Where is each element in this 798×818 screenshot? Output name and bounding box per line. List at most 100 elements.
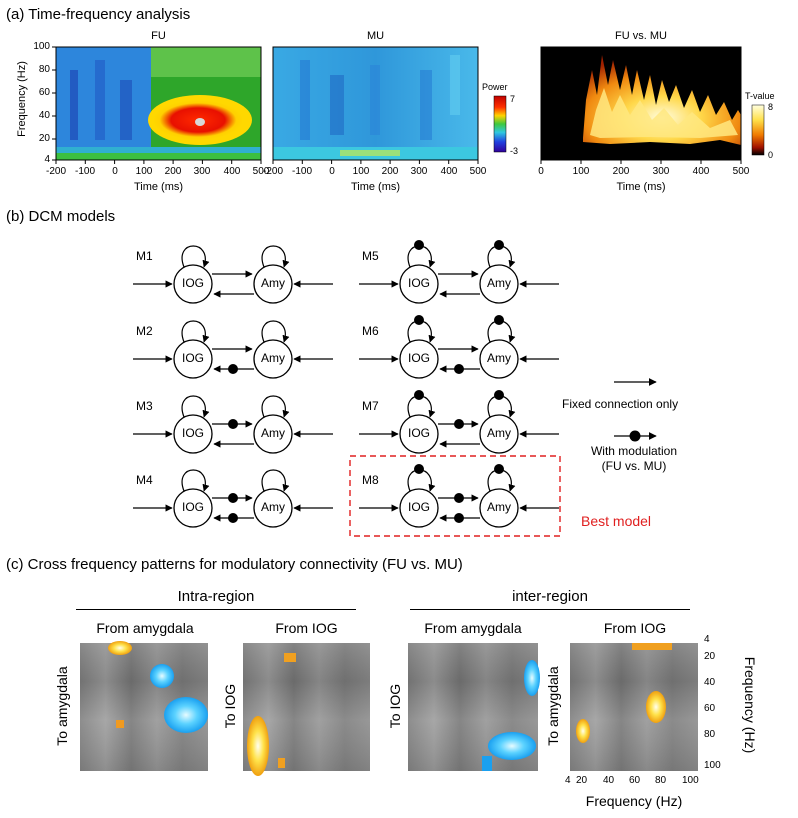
cf-xtick: 4: [565, 775, 571, 786]
cf-ytick: 60: [704, 703, 716, 714]
tf-ytick: 20: [38, 133, 50, 144]
tvalue-label: T-value: [745, 91, 775, 101]
contrast-xtick: 100: [572, 166, 590, 177]
model-m7: [359, 390, 559, 453]
contrast-xtick: 300: [652, 166, 670, 177]
tvalue-min: 0: [768, 150, 774, 160]
cf-xlabel: Frequency (Hz): [585, 793, 683, 809]
model-label-m5: M5: [362, 249, 379, 263]
map-intra-iog: [243, 643, 370, 776]
model-label-m2: M2: [136, 324, 153, 338]
fu-xtick: -100: [74, 166, 95, 177]
contrast-xtick: 500: [732, 166, 750, 177]
cf-xtick: 100: [682, 775, 699, 786]
fu-xtick: 200: [164, 166, 182, 177]
m5-amy-label: Amy: [487, 276, 511, 290]
m1-amy-label: Amy: [261, 276, 285, 290]
mu-xtick: 100: [352, 166, 370, 177]
panel-b-title: (b) DCM models: [6, 208, 116, 225]
contrast-xtick: 200: [612, 166, 630, 177]
mu-axis-ticks: [272, 160, 479, 164]
fu-xtick: 0: [112, 166, 118, 177]
contrast-xtick: 400: [692, 166, 710, 177]
mu-xtick: 400: [440, 166, 458, 177]
col-from-iog-1: From IOG: [275, 620, 338, 636]
model-m5: [359, 240, 559, 303]
contrast-xlabel: Time (ms): [616, 181, 666, 193]
map-inter-iog: [570, 643, 698, 771]
tf-ytick: 60: [38, 87, 50, 98]
cf-xtick: 20: [576, 775, 588, 786]
map-inter-amygdala: [408, 643, 540, 771]
fu-xlabel: Time (ms): [133, 181, 184, 193]
best-model-label: Best model: [581, 513, 652, 529]
m4-iog-label: IOG: [181, 500, 204, 514]
fu-xtick: 400: [223, 166, 241, 177]
legend-fixed-label: Fixed connection only: [562, 397, 679, 411]
fu-plot-title: FU: [151, 30, 166, 42]
legend-mod-label: With modulation: [590, 444, 678, 458]
model-m2: [133, 321, 333, 378]
tvalue-max: 8: [768, 102, 774, 112]
m6-amy-label: Amy: [487, 351, 511, 365]
m6-iog-label: IOG: [407, 351, 430, 365]
cf-ytick: 4: [704, 634, 710, 645]
mu-plot-title: MU: [366, 30, 385, 42]
fu-xtick: 500: [252, 166, 270, 177]
power-colorbar: [493, 95, 507, 153]
fu-xtick: -200: [45, 166, 66, 177]
power-min: -3: [510, 146, 519, 156]
cf-ytick: 40: [704, 677, 716, 688]
m8-iog-label: IOG: [407, 500, 430, 514]
legend-mod-dot: [629, 430, 641, 442]
cf-ylabel: Frequency (Hz): [742, 656, 758, 754]
mu-xtick: -100: [291, 166, 312, 177]
m3-amy-label: Amy: [261, 426, 285, 440]
power-label: Power: [482, 82, 508, 92]
col-from-amygdala-2: From amygdala: [424, 620, 522, 636]
m2-amy-label: Amy: [261, 351, 285, 365]
model-m4: [133, 470, 333, 527]
model-m1: [133, 246, 333, 303]
fu-axis-ticks: [52, 46, 262, 164]
contrast-axis-ticks: [540, 160, 742, 164]
m8-amy-label: Amy: [487, 500, 511, 514]
tf-ytick: 4: [44, 154, 50, 165]
m7-amy-label: Amy: [487, 426, 511, 440]
mu-xlabel: Time (ms): [350, 181, 401, 193]
inter-region-rule: [410, 609, 690, 610]
col-from-iog-2: From IOG: [603, 620, 667, 636]
contrast-xtick: 0: [538, 166, 544, 177]
panel-c-title: (c) Cross frequency patterns for modulat…: [6, 556, 463, 573]
fu-xtick: 300: [193, 166, 211, 177]
cf-ytick: 100: [704, 760, 721, 771]
col-from-amygdala-1: From amygdala: [96, 620, 194, 636]
fu-tf-map: [55, 46, 262, 161]
cf-xtick: 80: [655, 775, 667, 786]
model-label-m6: M6: [362, 324, 379, 338]
model-m6: [359, 315, 559, 378]
m3-iog-label: IOG: [181, 426, 204, 440]
model-label-m4: M4: [136, 473, 153, 487]
m7-iog-label: IOG: [407, 426, 430, 440]
tf-ytick: 40: [38, 110, 50, 121]
contrast-tf-map: [540, 46, 742, 161]
model-label-m7: M7: [362, 399, 379, 413]
best-model-box: [349, 455, 561, 537]
tf-ytick: 100: [33, 41, 50, 52]
m1-iog-label: IOG: [181, 276, 204, 290]
model-m3: [133, 396, 333, 453]
intra-region-rule: [76, 609, 356, 610]
cf-ytick: 80: [704, 729, 716, 740]
mu-tf-map: [272, 46, 479, 161]
tf-ytick: 80: [38, 64, 50, 75]
legend-mod-label-2: (FU vs. MU): [601, 459, 667, 473]
mu-xtick: 500: [469, 166, 487, 177]
tvalue-colorbar: [751, 104, 765, 156]
m2-iog-label: IOG: [181, 351, 204, 365]
tf-figure: [52, 46, 765, 164]
map-intra-amygdala: [80, 641, 208, 771]
model-label-m1: M1: [136, 249, 153, 263]
model-m8: [359, 464, 559, 527]
intra-region-label: Intra-region: [177, 588, 255, 605]
